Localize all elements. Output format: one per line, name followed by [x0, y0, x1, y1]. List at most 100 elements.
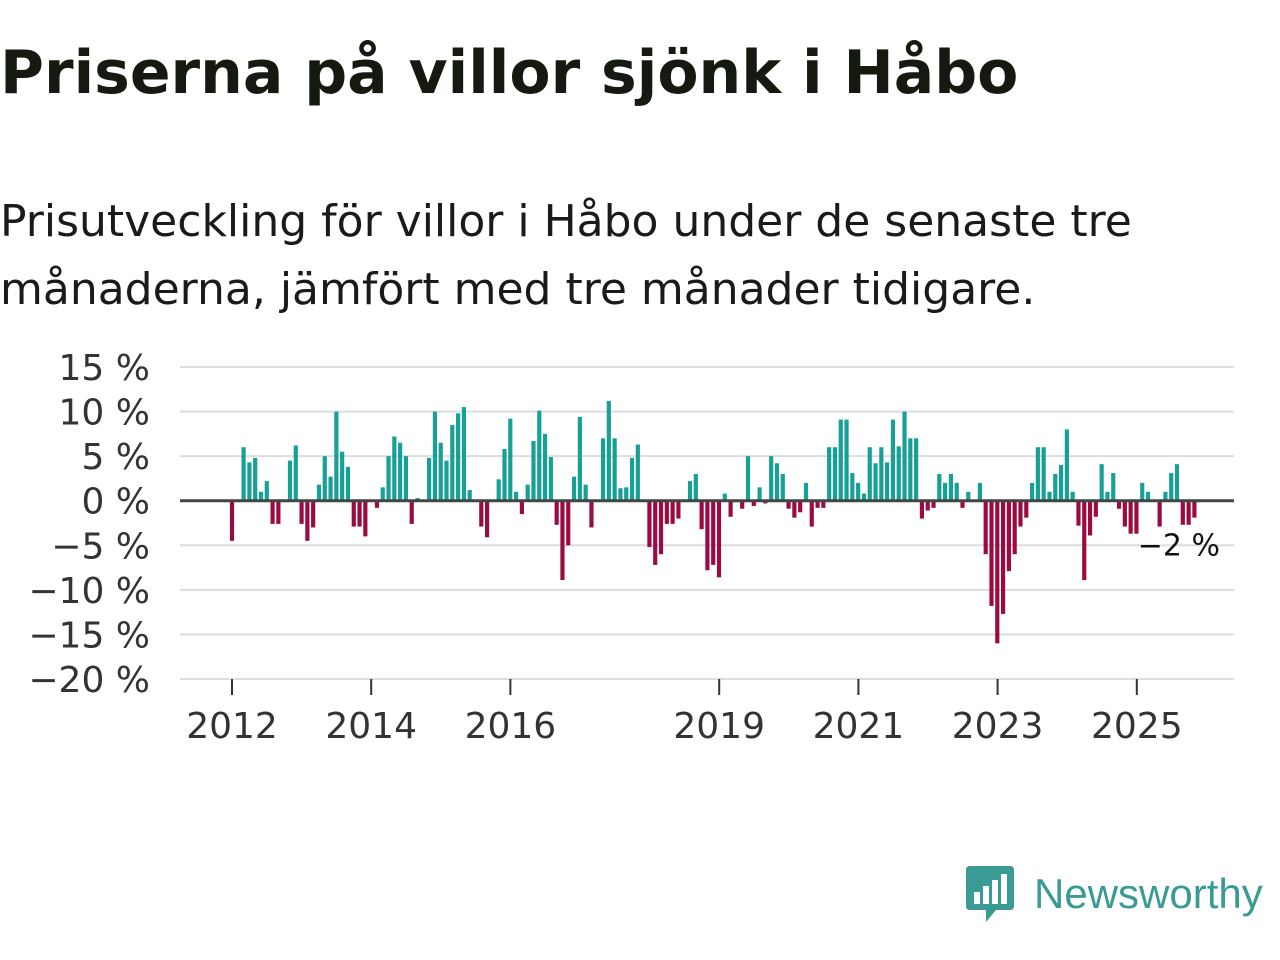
bar [287, 460, 293, 501]
bar [1070, 491, 1075, 501]
bar [1122, 500, 1127, 527]
bar [229, 500, 235, 541]
bar [629, 457, 635, 501]
bar [513, 491, 519, 501]
bar [751, 500, 756, 507]
bar [647, 500, 652, 548]
bar [253, 457, 258, 501]
x-tick-label: 2019 [673, 706, 765, 747]
bar [351, 500, 356, 527]
y-tick-label: −10 % [28, 571, 150, 612]
bar [334, 411, 339, 501]
bar [914, 438, 919, 501]
bar [577, 416, 582, 501]
bar [461, 407, 466, 501]
bar [803, 482, 809, 501]
bar [606, 400, 611, 501]
bar [293, 445, 298, 501]
bar [1082, 500, 1087, 581]
bar [1134, 500, 1139, 534]
bar [792, 500, 797, 518]
bar [340, 451, 345, 501]
bar [815, 500, 820, 508]
bar [728, 500, 733, 517]
bar [861, 493, 867, 501]
bar [305, 500, 310, 541]
bar [542, 433, 548, 501]
bar [502, 449, 507, 501]
x-axis-ticks: 2012 2014 2016 2019 2021 2023 2025 [186, 679, 1183, 747]
bar [1157, 500, 1162, 527]
bar [450, 424, 455, 501]
bar [1029, 482, 1035, 501]
grid-lines [180, 366, 1234, 680]
y-axis-ticks: 15 %10 %5 %0 %−5 %−10 %−15 %−20 % [28, 348, 150, 701]
bar [635, 444, 640, 501]
x-tick-label: 2014 [325, 706, 417, 747]
bar [983, 500, 988, 555]
bar [432, 411, 438, 501]
bar [850, 473, 855, 501]
x-tick-label: 2016 [465, 706, 557, 747]
bar [809, 500, 814, 527]
bar [931, 500, 936, 508]
x-tick-label: 2021 [813, 706, 905, 747]
bar [908, 438, 913, 501]
bar [328, 476, 333, 501]
bar [745, 456, 751, 501]
bar [890, 419, 896, 501]
bar [687, 481, 693, 501]
bar [1174, 464, 1180, 501]
y-tick-label: −5 % [51, 526, 150, 567]
bar [258, 491, 264, 501]
bar [856, 482, 861, 501]
bar [873, 463, 878, 501]
bar [1140, 482, 1145, 501]
bar [1111, 473, 1116, 501]
bar [653, 500, 658, 565]
bar [276, 500, 281, 524]
bar [1145, 491, 1151, 501]
y-tick-label: −15 % [28, 615, 150, 656]
bar [311, 500, 316, 528]
bar [786, 500, 791, 509]
bar [954, 482, 959, 501]
bar [519, 500, 524, 515]
bar [780, 473, 785, 501]
bar [943, 482, 948, 501]
bar [1105, 491, 1110, 501]
bar [600, 438, 606, 501]
bar [560, 500, 565, 581]
end-value-label: −2 % [1138, 528, 1220, 563]
bar [316, 484, 322, 501]
bar [531, 440, 536, 501]
bar [444, 460, 449, 501]
bar [1012, 500, 1017, 555]
y-tick-label: −20 % [28, 660, 150, 701]
bar [525, 484, 530, 501]
bar [618, 488, 623, 501]
bar [485, 500, 490, 538]
bar [844, 419, 849, 501]
bar [496, 479, 501, 501]
bar [322, 456, 327, 501]
bar [1116, 500, 1122, 509]
x-tick-label: 2012 [186, 706, 278, 747]
bar [838, 419, 843, 501]
bar [403, 456, 409, 501]
bar [740, 500, 745, 509]
bar [374, 500, 380, 508]
bar [1058, 465, 1064, 501]
bar [345, 466, 351, 501]
y-tick-label: 0 % [81, 482, 150, 523]
bar [693, 473, 698, 501]
bar [427, 457, 432, 501]
bar [699, 500, 704, 530]
bar [769, 456, 774, 501]
bar-chart-speech-bubble-icon [966, 866, 1014, 922]
bar [566, 500, 571, 546]
bar [821, 500, 826, 508]
bar [357, 500, 362, 527]
bar [386, 456, 391, 501]
bar [241, 447, 246, 501]
